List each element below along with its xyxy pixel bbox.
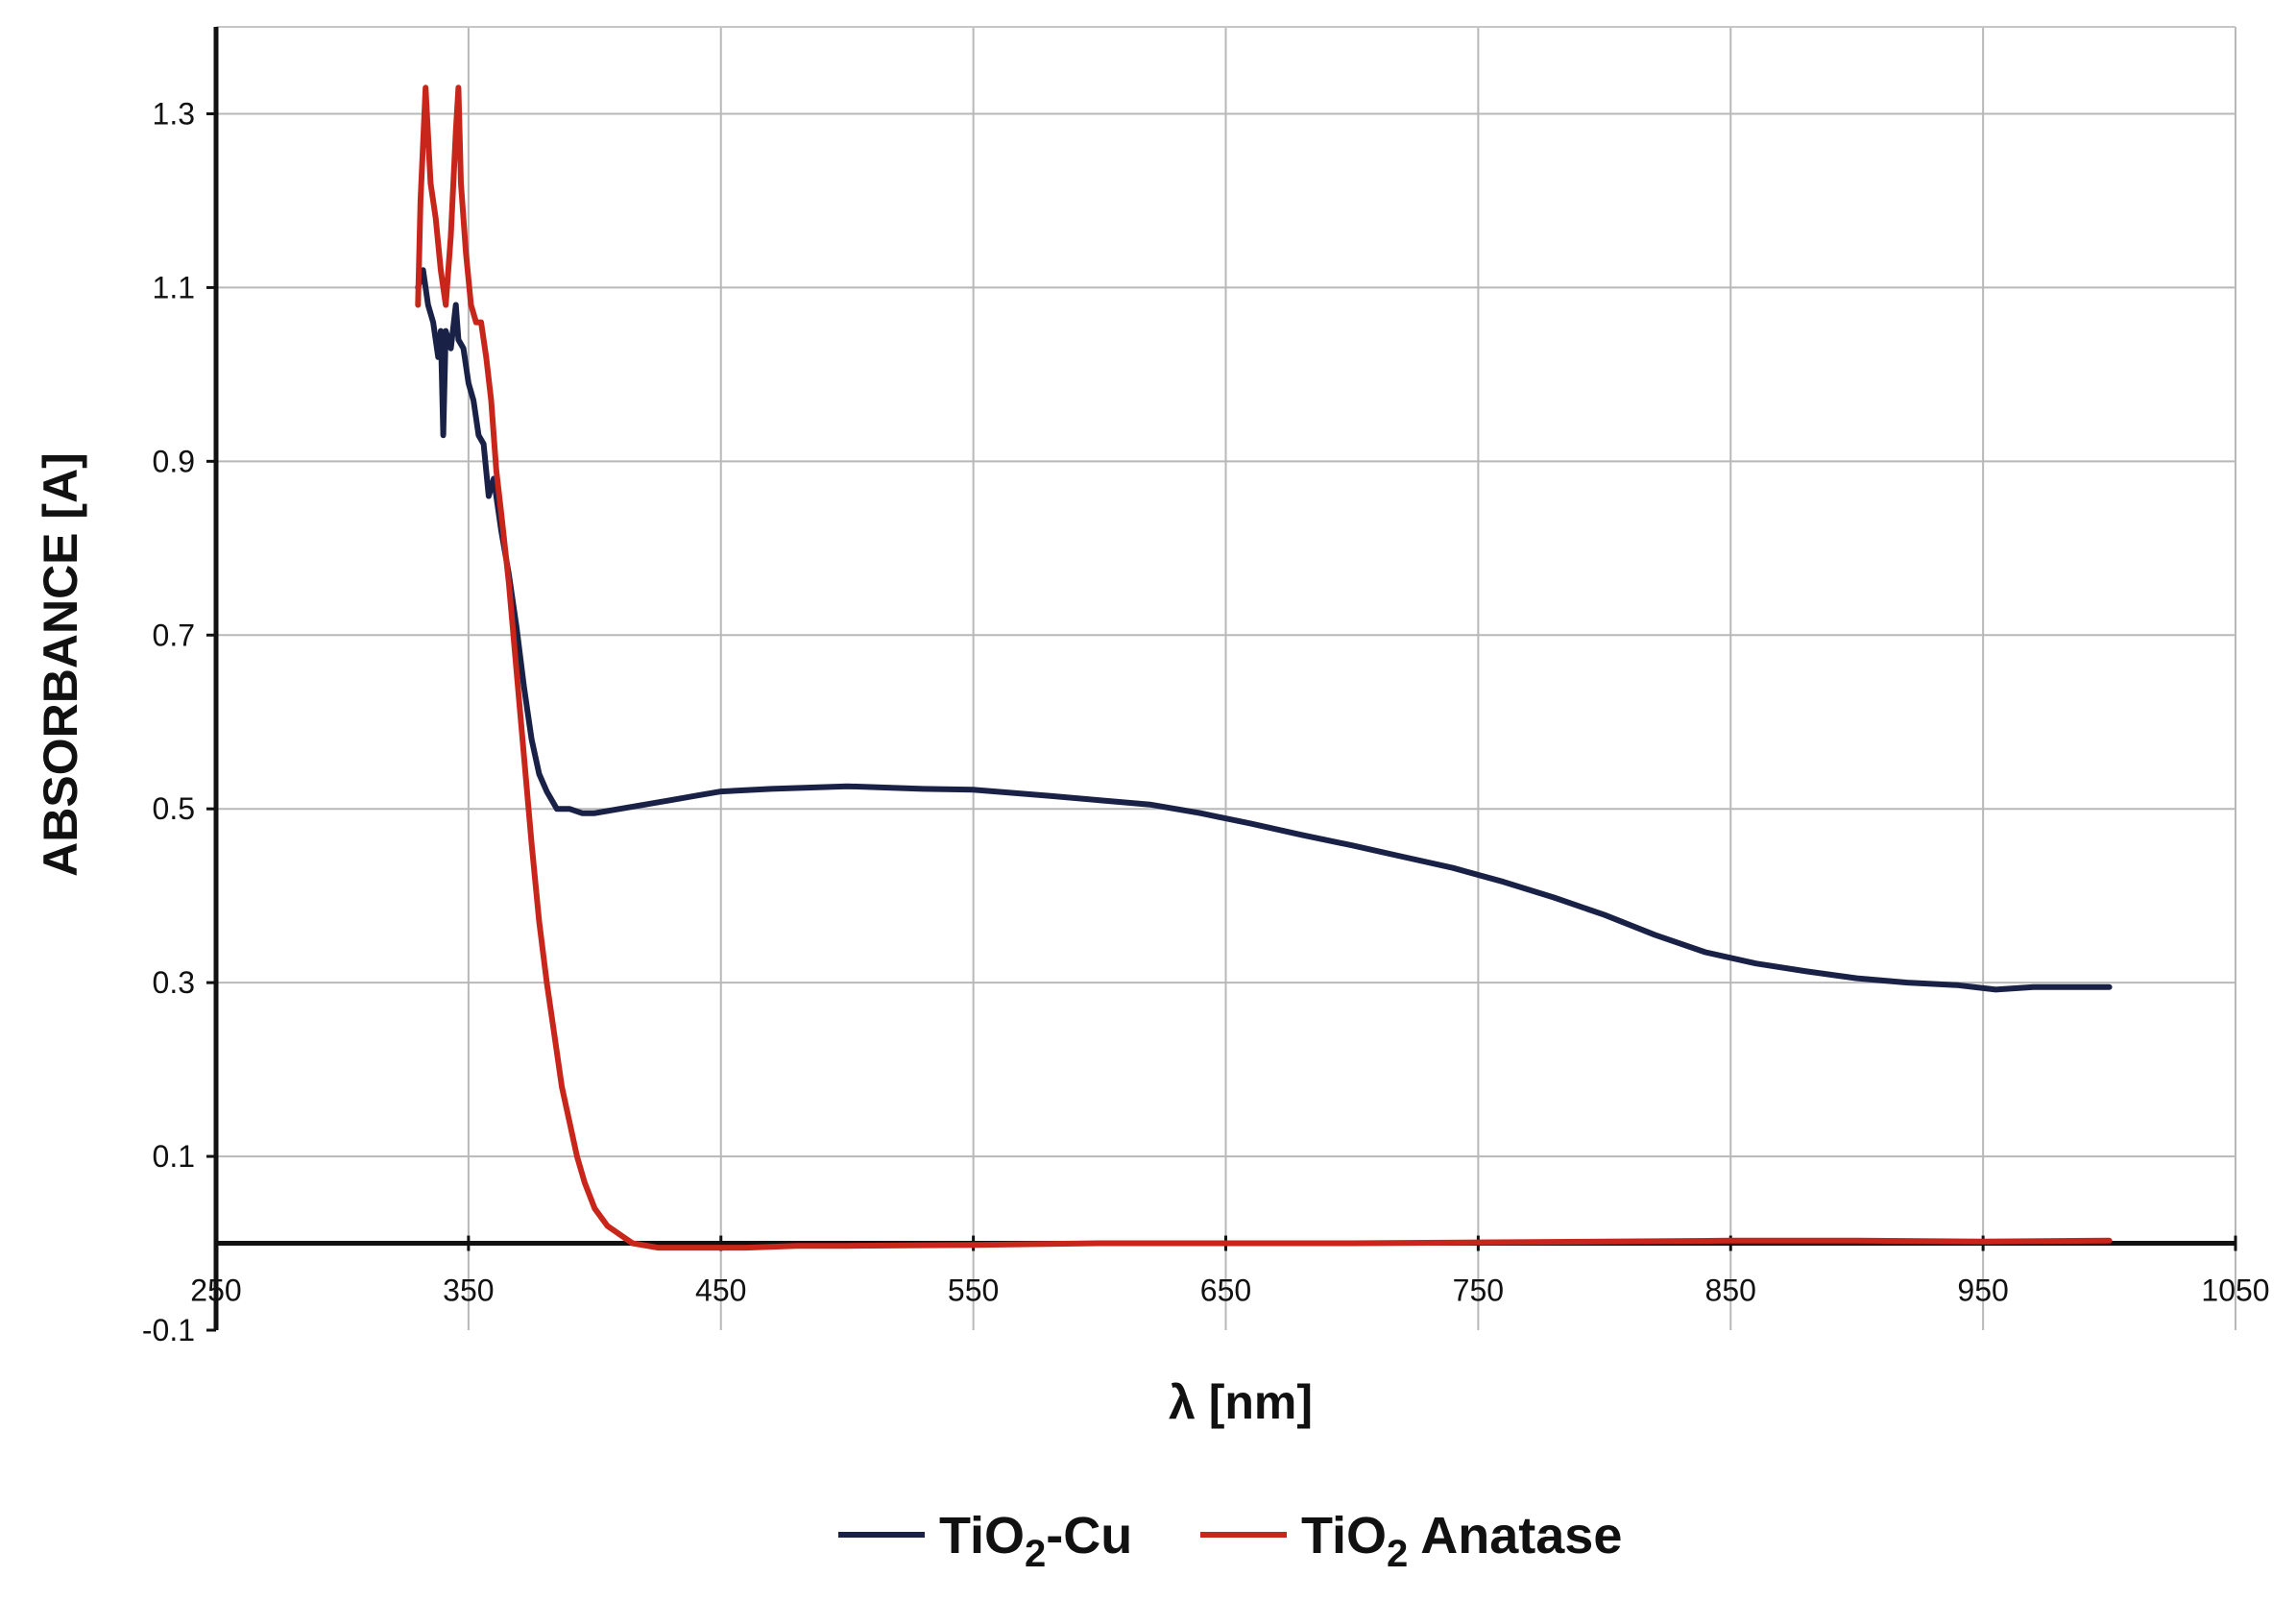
legend-label-tio2-cu: TiO2-Cu [939, 1507, 1132, 1575]
series-line-tio2-anatase [415, 85, 2113, 1251]
y-tick-label: 0.7 [153, 618, 195, 652]
legend: TiO2-Cu TiO2 Anatase [838, 1507, 1622, 1575]
y-tick-labels: 1.3 1.1 0.9 0.7 0.5 0.3 0.1 -0.1 [142, 96, 195, 1347]
x-axis-title: λ [nm] [1169, 1375, 1313, 1429]
y-tick-label: 1.1 [153, 270, 195, 304]
x-tick-label: 450 [695, 1274, 746, 1308]
x-tick-label: 550 [948, 1274, 999, 1308]
x-tick-label: 950 [1957, 1274, 2008, 1308]
y-tick-label: 0.9 [153, 444, 195, 478]
x-tick-label: 350 [443, 1274, 494, 1308]
x-tick-label: 650 [1200, 1274, 1251, 1308]
y-tick-label: 0.5 [153, 791, 195, 826]
y-tick-label: 0.3 [153, 965, 195, 1000]
x-tick-label: 250 [190, 1274, 241, 1308]
x-tick-labels: 250 350 450 550 650 750 850 950 1050 [190, 1274, 2269, 1308]
x-tick-label: 750 [1453, 1274, 1504, 1308]
y-tick-label: 1.3 [153, 96, 195, 131]
y-tick-label: -0.1 [142, 1313, 195, 1347]
y-axis-title: ABSORBANCE [A] [34, 452, 87, 877]
x-tick-label: 850 [1705, 1274, 1756, 1308]
series-lines [415, 85, 2113, 1251]
x-tick-label: 1050 [2201, 1274, 2269, 1308]
y-tick-label: 0.1 [153, 1139, 195, 1174]
series-line-tio2-cu [415, 267, 2113, 993]
legend-label-tio2-anatase: TiO2 Anatase [1301, 1507, 1622, 1575]
